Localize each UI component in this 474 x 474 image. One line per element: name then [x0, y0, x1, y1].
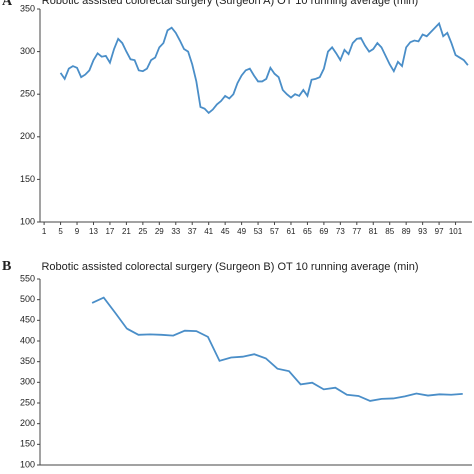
chart-title: Robotic assisted colorectal surgery (Sur…: [42, 0, 418, 7]
y-tick-label: 300: [20, 46, 35, 56]
y-tick-label: 350: [20, 3, 35, 13]
x-tick-label: 93: [418, 227, 427, 236]
x-tick-label: 49: [237, 227, 246, 236]
x-tick-label: 57: [270, 227, 279, 236]
x-tick-label: 1: [42, 227, 47, 236]
y-tick-label: 250: [20, 397, 35, 407]
y-tick-label: 350: [20, 356, 35, 366]
x-tick-label: 53: [254, 227, 263, 236]
y-tick-label: 200: [20, 131, 35, 141]
x-tick-label: 69: [319, 227, 328, 236]
y-tick-label: 200: [20, 418, 35, 428]
y-tick-label: 250: [20, 89, 35, 99]
x-tick-label: 85: [385, 227, 394, 236]
y-tick-label: 450: [20, 315, 35, 325]
x-tick-label: 77: [352, 227, 361, 236]
y-tick-label: 400: [20, 335, 35, 345]
x-tick-label: 25: [138, 227, 147, 236]
x-tick-label: 37: [188, 227, 197, 236]
line-series: [59, 21, 469, 115]
x-tick-label: 97: [435, 227, 444, 236]
x-tick-label: 21: [122, 227, 131, 236]
x-tick-label: 101: [449, 227, 463, 236]
x-tick-label: 17: [105, 227, 114, 236]
x-tick-label: 29: [155, 227, 164, 236]
x-tick-label: 5: [58, 227, 63, 236]
chart-title: Robotic assisted colorectal surgery (Sur…: [41, 261, 418, 273]
y-tick-label: 150: [20, 439, 35, 449]
panel-label: B: [2, 259, 11, 274]
x-tick-label: 45: [221, 227, 230, 236]
x-tick-label: 65: [303, 227, 312, 236]
y-tick-label: 550: [20, 273, 35, 283]
line-series: [91, 296, 463, 402]
y-tick-label: 100: [20, 459, 35, 469]
y-tick-label: 150: [20, 174, 35, 184]
y-tick-label: 100: [20, 216, 35, 226]
x-tick-label: 13: [89, 227, 98, 236]
y-tick-label: 500: [20, 294, 35, 304]
x-tick-label: 33: [171, 227, 180, 236]
x-tick-label: 41: [204, 227, 213, 236]
x-tick-label: 61: [287, 227, 296, 236]
x-tick-label: 89: [402, 227, 411, 236]
x-tick-label: 9: [75, 227, 80, 236]
y-tick-label: 300: [20, 377, 35, 387]
x-tick-label: 73: [336, 227, 345, 236]
x-tick-label: 81: [369, 227, 378, 236]
panel-label: A: [2, 0, 13, 9]
